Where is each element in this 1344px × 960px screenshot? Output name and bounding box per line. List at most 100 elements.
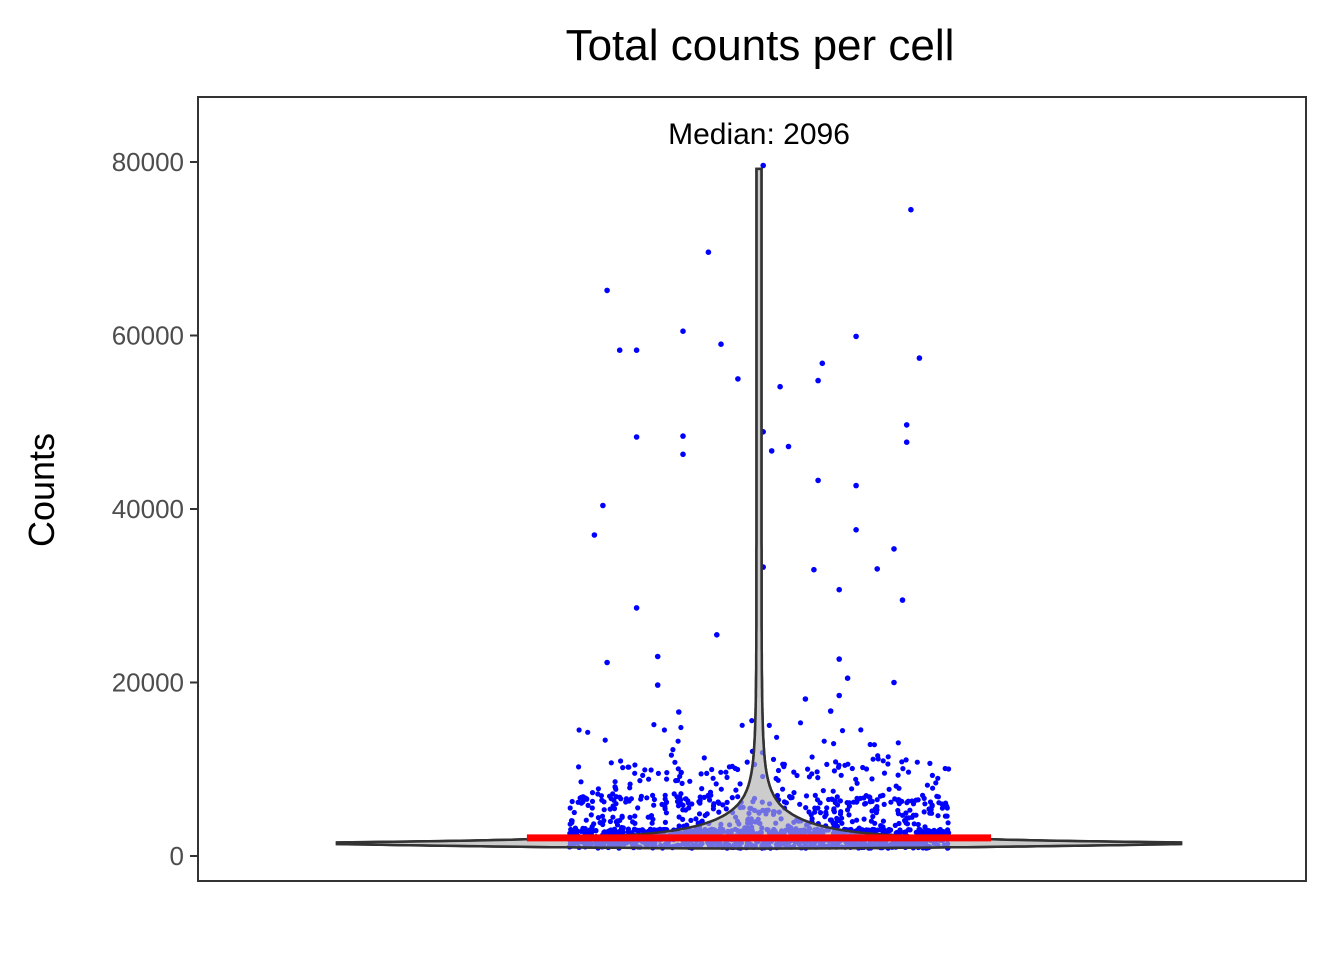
data-point xyxy=(854,817,860,823)
data-point xyxy=(845,807,851,813)
data-point xyxy=(911,821,917,827)
data-point xyxy=(583,817,589,823)
data-point xyxy=(946,766,952,772)
data-point xyxy=(936,800,942,806)
data-point xyxy=(607,818,614,825)
data-point xyxy=(868,818,875,824)
data-point xyxy=(869,798,875,805)
data-point xyxy=(907,807,913,813)
data-point xyxy=(718,769,724,775)
data-point xyxy=(663,810,670,816)
data-point xyxy=(662,819,669,826)
data-point xyxy=(739,722,745,728)
data-point xyxy=(640,828,647,834)
data-point xyxy=(886,786,892,792)
data-point xyxy=(887,827,893,833)
data-point xyxy=(618,758,624,764)
data-point xyxy=(820,788,826,794)
data-point xyxy=(781,761,788,767)
y-tick-label: 60000 xyxy=(112,321,184,351)
data-point xyxy=(892,822,898,829)
median-annotation: Median: 2096 xyxy=(668,118,850,151)
data-point xyxy=(633,347,640,354)
data-point xyxy=(901,829,908,836)
data-point xyxy=(716,800,722,806)
data-point xyxy=(688,817,694,824)
y-tick-label: 40000 xyxy=(112,494,184,524)
data-point xyxy=(880,758,886,764)
data-point xyxy=(597,820,603,826)
data-point xyxy=(775,777,781,783)
data-point xyxy=(929,772,936,779)
data-point xyxy=(633,605,640,611)
data-point xyxy=(627,785,633,791)
data-point xyxy=(729,795,735,801)
data-point xyxy=(944,803,950,809)
data-point xyxy=(836,656,842,662)
data-point xyxy=(933,780,939,786)
data-point xyxy=(630,819,636,825)
data-point xyxy=(680,328,686,335)
data-point xyxy=(710,806,717,812)
data-point xyxy=(569,818,575,824)
data-point xyxy=(604,659,610,666)
data-point xyxy=(789,794,795,801)
data-point xyxy=(733,787,739,793)
data-point xyxy=(875,756,881,762)
data-point xyxy=(867,741,873,748)
data-point xyxy=(701,755,707,761)
data-point xyxy=(896,785,902,791)
data-point xyxy=(885,761,891,767)
data-point xyxy=(602,737,608,743)
data-point xyxy=(896,829,902,835)
data-point xyxy=(874,566,880,572)
data-point xyxy=(945,820,951,826)
data-point xyxy=(723,769,729,775)
data-point xyxy=(654,682,661,688)
data-point xyxy=(625,826,632,832)
data-point xyxy=(895,807,901,814)
data-point xyxy=(824,761,830,768)
data-point xyxy=(664,770,670,776)
data-point xyxy=(869,808,875,814)
data-point xyxy=(854,798,860,804)
data-point xyxy=(823,809,829,815)
data-point xyxy=(783,800,790,806)
data-point xyxy=(811,566,817,573)
data-point xyxy=(718,786,724,792)
data-point xyxy=(885,754,891,760)
data-point xyxy=(839,820,845,826)
data-point xyxy=(567,805,573,811)
data-point xyxy=(726,764,733,770)
data-point xyxy=(632,770,638,776)
data-point xyxy=(680,433,686,439)
data-point xyxy=(785,443,792,450)
data-point xyxy=(802,696,809,702)
data-point xyxy=(647,826,654,832)
data-point xyxy=(824,805,830,811)
data-point xyxy=(927,799,934,805)
data-point xyxy=(915,821,921,828)
data-point xyxy=(869,776,875,782)
data-point xyxy=(693,816,699,822)
data-point xyxy=(601,807,607,813)
data-point xyxy=(794,772,800,779)
data-point xyxy=(899,812,906,818)
data-point xyxy=(834,794,840,800)
data-point xyxy=(833,759,839,765)
data-point xyxy=(881,770,888,776)
data-point xyxy=(880,818,887,824)
data-point xyxy=(649,820,655,826)
data-point xyxy=(650,816,656,822)
data-point xyxy=(678,801,684,807)
data-point xyxy=(718,341,724,348)
data-point xyxy=(838,772,844,778)
data-point xyxy=(914,759,920,765)
data-point xyxy=(827,708,834,714)
data-point xyxy=(853,776,859,782)
data-point xyxy=(910,801,917,807)
data-point xyxy=(809,754,815,760)
data-point xyxy=(905,827,912,833)
data-point xyxy=(705,249,712,255)
data-point xyxy=(686,805,692,811)
